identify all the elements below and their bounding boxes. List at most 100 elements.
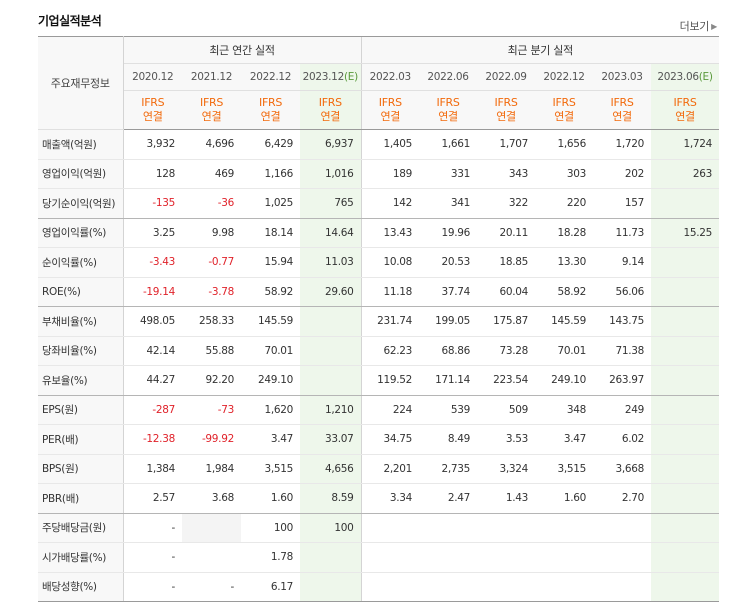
table-cell: 9.14: [593, 247, 652, 278]
table-cell: [651, 513, 720, 543]
table-cell: 1,724: [651, 129, 720, 160]
table-cell: 29.60: [300, 277, 362, 307]
table-cell: [651, 454, 720, 484]
accounting-standard: IFRS: [673, 96, 697, 109]
table-cell: 145.59: [241, 306, 300, 337]
period-header-quarter-2: 2022.09: [477, 63, 536, 91]
standard-header-annual-2: IFRS 연결: [241, 90, 300, 130]
table-cell: [182, 513, 241, 543]
table-cell: [593, 542, 652, 573]
table-cell: -73: [182, 395, 241, 425]
row-label: 주당배당금(원): [38, 513, 124, 543]
consolidation-type: 연결: [675, 110, 695, 123]
table-cell: 1,984: [182, 454, 241, 484]
row-label: 매출액(억원): [38, 129, 124, 160]
consolidation-type: 연결: [201, 110, 222, 123]
table-cell: 343: [477, 159, 536, 189]
table-cell: 1,384: [123, 454, 182, 484]
table-cell: 56.06: [593, 277, 652, 307]
table-row: 유보율(%) 44.27 92.20 249.10 119.52 171.14 223.54…: [38, 365, 720, 396]
accounting-standard: IFRS: [259, 96, 282, 109]
table-cell: [651, 483, 720, 514]
table-cell: [535, 572, 594, 602]
table-cell: 331: [419, 159, 478, 189]
table-cell: 11.18: [360, 277, 420, 307]
table-cell: 202: [593, 159, 652, 189]
table-cell: 3,515: [241, 454, 300, 484]
table-cell: 263: [651, 159, 720, 189]
table-cell: 2.47: [419, 483, 478, 514]
table-row: BPS(원) 1,384 1,984 3,515 4,656 2,201 2,735 3,32…: [38, 454, 720, 484]
table-cell: [651, 336, 720, 366]
table-row: 당좌비율(%) 42.14 55.88 70.01 62.23 68.86 73.28 70.…: [38, 336, 720, 366]
table-cell: 1,166: [241, 159, 300, 189]
table-cell: -99.92: [182, 424, 241, 455]
period-header-annual-0: 2020.12: [123, 63, 182, 91]
corner-header: 주요재무정보: [38, 36, 124, 130]
table-cell: 322: [477, 188, 536, 219]
consolidation-type: 연결: [612, 110, 632, 123]
table-cell: 175.87: [477, 306, 536, 337]
accounting-standard: IFRS: [610, 96, 634, 109]
table-row: 배당성향(%) - -6.17: [38, 572, 720, 602]
more-link[interactable]: 더보기 ▶: [680, 18, 718, 34]
row-label: PBR(배): [38, 483, 124, 514]
table-row: 영업이익(억원) 128 469 1,166 1,016 189 331 343 303 202 2…: [38, 159, 720, 189]
row-label: 유보율(%): [38, 365, 124, 396]
period-label: 2023.03: [601, 71, 643, 83]
row-label: 시가배당률(%): [38, 542, 124, 573]
table-cell: 9.98: [182, 218, 241, 248]
accounting-standard: IFRS: [318, 96, 342, 109]
table-cell: [300, 542, 362, 573]
table-cell: -19.14: [123, 277, 182, 307]
financial-table: 주요재무정보 최근 연간 실적 최근 분기 실적 2020.12 2021.12 2…: [38, 36, 720, 602]
table-cell: 765: [300, 188, 362, 219]
table-cell: 4,696: [182, 129, 241, 160]
table-cell: [300, 336, 362, 366]
period-header-quarter-0: 2022.03: [360, 63, 420, 91]
table-row: EPS(원) -287 -73 1,620 1,210 224 539 509 348 249: [38, 395, 720, 425]
table-cell: 18.28: [535, 218, 594, 248]
table-cell: [360, 513, 420, 543]
table-cell: 18.14: [241, 218, 300, 248]
table-cell: 1,016: [300, 159, 362, 189]
table-cell: 20.11: [477, 218, 536, 248]
row-label: 순이익률(%): [38, 247, 124, 278]
table-cell: 119.52: [360, 365, 420, 396]
table-cell: 1.60: [535, 483, 594, 514]
table-cell: 3.34: [360, 483, 420, 514]
table-cell: 258.33: [182, 306, 241, 337]
table-cell: [300, 306, 362, 337]
table-cell: 1.60: [241, 483, 300, 514]
table-row: PBR(배) 2.57 3.68 1.60 8.59 3.34 2.47 1.43 1.60 2.…: [38, 483, 720, 514]
table-cell: 8.49: [419, 424, 478, 455]
period-label: 2022.03: [369, 71, 412, 83]
table-cell: 11.03: [300, 247, 362, 278]
table-cell: [593, 572, 652, 602]
table-cell: 73.28: [477, 336, 536, 366]
table-row: 영업이익률(%) 3.25 9.98 18.14 14.64 13.43 19.96 20.1…: [38, 218, 720, 248]
table-cell: 231.74: [360, 306, 420, 337]
table-cell: 1.78: [241, 542, 300, 573]
table-cell: 3,668: [593, 454, 652, 484]
standard-header-quarter-3: IFRS 연결: [535, 90, 594, 130]
table-cell: [419, 542, 478, 573]
table-cell: [651, 247, 720, 278]
table-cell: [300, 365, 362, 396]
table-cell: 509: [477, 395, 536, 425]
table-cell: 10.08: [360, 247, 420, 278]
consolidation-type: 연결: [320, 110, 341, 123]
consolidation-type: 연결: [438, 110, 458, 123]
table-cell: [651, 572, 720, 602]
table-cell: 1,620: [241, 395, 300, 425]
table-cell: 341: [419, 188, 478, 219]
table-cell: 68.86: [419, 336, 478, 366]
row-label: EPS(원): [38, 395, 124, 425]
table-cell: 143.75: [593, 306, 652, 337]
table-cell: 20.53: [419, 247, 478, 278]
accounting-standard: IFRS: [141, 96, 165, 109]
table-cell: [419, 572, 478, 602]
consolidation-type: 연결: [380, 110, 401, 123]
standard-header-quarter-2: IFRS 연결: [477, 90, 536, 130]
table-cell: 4,656: [300, 454, 362, 484]
